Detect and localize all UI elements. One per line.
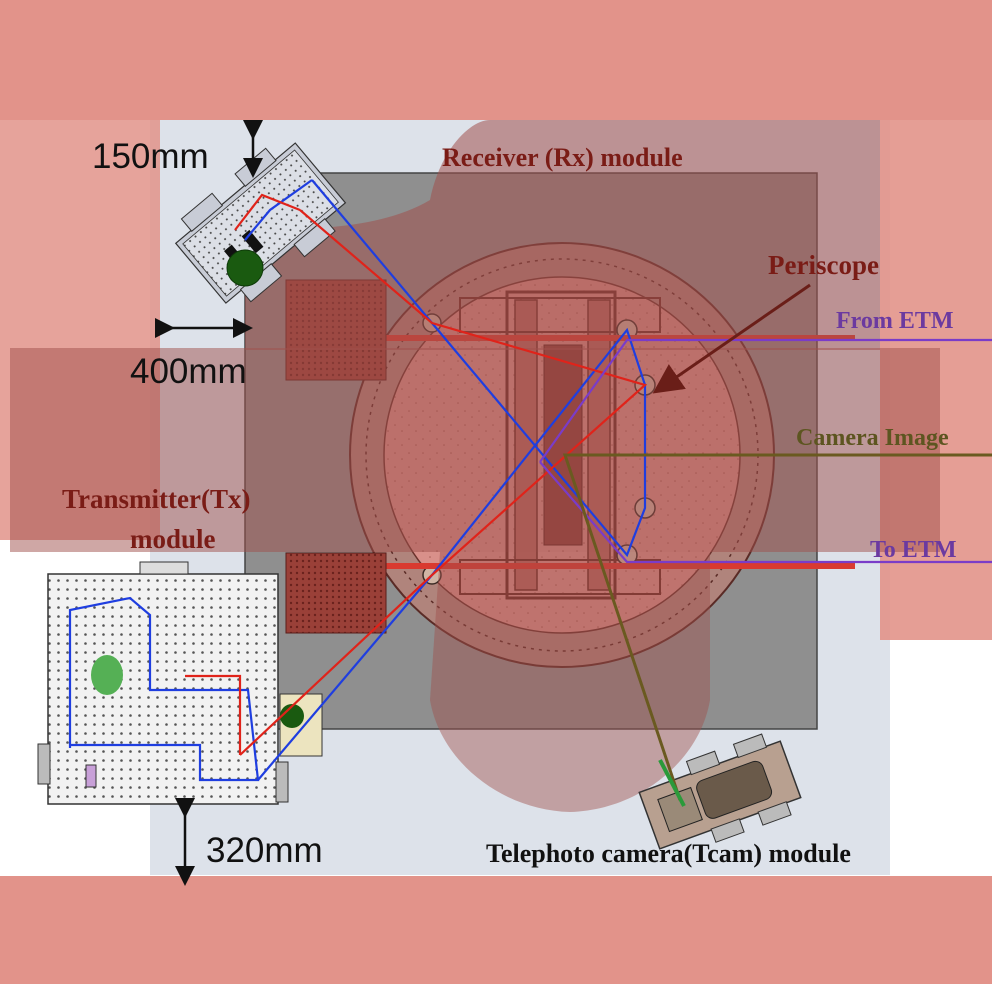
periscope-label: Periscope	[768, 250, 879, 280]
tx-module-label-line1: Transmitter(Tx)	[62, 484, 250, 514]
tx-module-label-line2: module	[130, 524, 216, 554]
tcam-module	[638, 733, 802, 850]
rx-red-inner	[234, 193, 301, 231]
tx-blue-beam	[68, 596, 260, 782]
dim-150-label: 150mm	[92, 137, 209, 176]
dimension-markers	[155, 120, 263, 886]
from-etm-label: From ETM	[836, 308, 954, 334]
camera-image-label: Camera Image	[796, 425, 949, 451]
rx-green-sphere	[226, 249, 264, 287]
dim-400-label: 400mm	[130, 352, 247, 391]
from-etm-beam	[539, 338, 992, 463]
bottom-bulb-overlay	[430, 552, 710, 812]
blue-main-beam	[257, 179, 647, 781]
to-etm-beam	[539, 461, 992, 564]
to-etm-label: To ETM	[870, 537, 956, 563]
periscope-pointer	[652, 283, 811, 394]
red-main-beam	[239, 209, 648, 756]
camera-green-arrow	[658, 759, 686, 807]
rx-overlay	[245, 120, 880, 350]
rx-module-board	[174, 142, 347, 304]
camera-image-beam	[562, 453, 992, 801]
rx-blue-inner	[244, 179, 313, 241]
text-labels: Receiver (Rx) module Periscope From ETM …	[62, 137, 956, 870]
tx-red-beam	[185, 674, 242, 755]
rx-module-label: Receiver (Rx) module	[442, 143, 683, 172]
beam-paths	[68, 179, 992, 807]
dim-320-label: 320mm	[206, 831, 323, 870]
left-lower-mesh-panel	[285, 552, 387, 634]
top-pink-band	[0, 0, 992, 120]
tcam-module-label: Telephoto camera(Tcam) module	[486, 839, 851, 868]
middle-overlay-band	[10, 348, 940, 552]
bottom-pink-band	[0, 876, 992, 984]
